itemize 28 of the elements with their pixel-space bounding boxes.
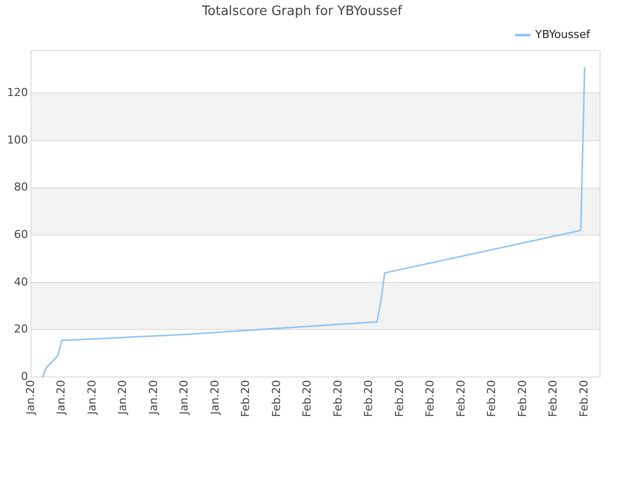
x-tick-label: Jan.20 <box>208 380 222 416</box>
chart-title: Totalscore Graph for YBYoussef <box>200 4 402 20</box>
x-tick-label: Jan.20 <box>24 380 37 416</box>
x-tick-label: Jan.20 <box>85 380 98 416</box>
x-tick-label: Jan.20 <box>54 380 68 416</box>
x-tick-label: Feb.20 <box>577 380 590 418</box>
x-tick-label: Feb.20 <box>424 380 437 418</box>
x-tick-label: Feb.20 <box>270 380 283 418</box>
x-tick-label: Feb.20 <box>516 380 529 418</box>
x-tick-label: Feb.20 <box>546 380 560 418</box>
x-tick-label: Feb.20 <box>392 380 406 418</box>
x-tick-label: Feb.20 <box>300 380 314 418</box>
y-tick-label: 100 <box>6 133 28 146</box>
y-tick-label: 20 <box>14 322 28 336</box>
y-tick-label: 0 <box>20 370 28 383</box>
x-tick-label: Feb.20 <box>454 380 468 418</box>
x-tick-label: Feb.20 <box>362 380 376 418</box>
legend-label: YBYoussef <box>534 28 592 41</box>
x-tick-label: Feb.20 <box>239 380 252 418</box>
x-tick-label: Feb.20 <box>331 380 344 418</box>
y-tick-label: 80 <box>14 180 28 194</box>
y-tick-label: 40 <box>14 275 28 288</box>
x-tick-label: Jan.20 <box>116 380 130 416</box>
x-tick-label: Jan.20 <box>146 380 160 416</box>
x-tick-label: Feb.20 <box>485 380 498 418</box>
x-tick-label: Jan.20 <box>178 380 191 416</box>
y-tick-label: 60 <box>14 228 28 241</box>
y-tick-label: 120 <box>6 86 28 100</box>
